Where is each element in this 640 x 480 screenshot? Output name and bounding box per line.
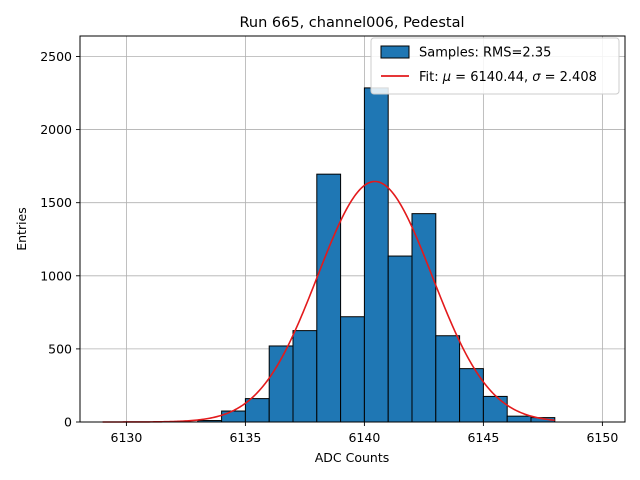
histogram-bar bbox=[482, 395, 508, 423]
histogram-bar bbox=[411, 213, 437, 423]
legend-histogram-swatch bbox=[380, 45, 410, 59]
histogram-bar bbox=[435, 335, 461, 423]
x-tick-label: 6135 bbox=[229, 430, 261, 445]
histogram-bar bbox=[506, 415, 532, 423]
y-tick-label: 2000 bbox=[40, 122, 72, 137]
fit-mu-value: = 6140.44, bbox=[451, 70, 532, 85]
y-axis-label: Entries bbox=[14, 207, 29, 251]
histogram-bar bbox=[363, 87, 389, 423]
y-tick-label: 1500 bbox=[40, 195, 72, 210]
x-tick-label: 6150 bbox=[586, 430, 618, 445]
fit-sigma-symbol: σ bbox=[532, 70, 541, 85]
fit-sigma-value: = 2.408 bbox=[540, 70, 596, 85]
histogram-bar bbox=[244, 398, 270, 423]
legend-fit-label: Fit: μ = 6140.44, σ = 2.408 bbox=[419, 70, 597, 85]
legend: Samples: RMS=2.35 Fit: μ = 6140.44, σ = … bbox=[370, 37, 620, 95]
histogram-bar bbox=[316, 173, 342, 423]
histogram-bar bbox=[221, 410, 246, 423]
fit-label-prefix: Fit: bbox=[419, 70, 443, 85]
chart-title: Run 665, channel006, Pedestal bbox=[239, 15, 464, 31]
legend-histogram-label: Samples: RMS=2.35 bbox=[419, 46, 551, 61]
x-tick-label: 6145 bbox=[467, 430, 499, 445]
plot-area: 6130 6135 6140 6145 6150 0 500 1000 1500 2000 2500 bbox=[40, 35, 626, 445]
histogram-bar bbox=[340, 316, 365, 423]
x-tick-label: 6140 bbox=[348, 430, 380, 445]
y-tick-label: 2500 bbox=[40, 49, 72, 64]
fit-curve bbox=[102, 180, 555, 423]
y-tick-label: 0 bbox=[64, 415, 72, 430]
y-tick-label: 1000 bbox=[40, 268, 72, 283]
y-tick-label: 500 bbox=[48, 341, 72, 356]
x-tick-label: 6130 bbox=[111, 430, 143, 445]
legend-frame bbox=[370, 37, 620, 95]
histogram-bar bbox=[292, 330, 318, 423]
histogram-bar bbox=[387, 255, 413, 423]
x-axis-label: ADC Counts bbox=[315, 450, 390, 465]
axes-frame bbox=[79, 35, 626, 423]
fit-mu-symbol: μ bbox=[442, 70, 451, 85]
